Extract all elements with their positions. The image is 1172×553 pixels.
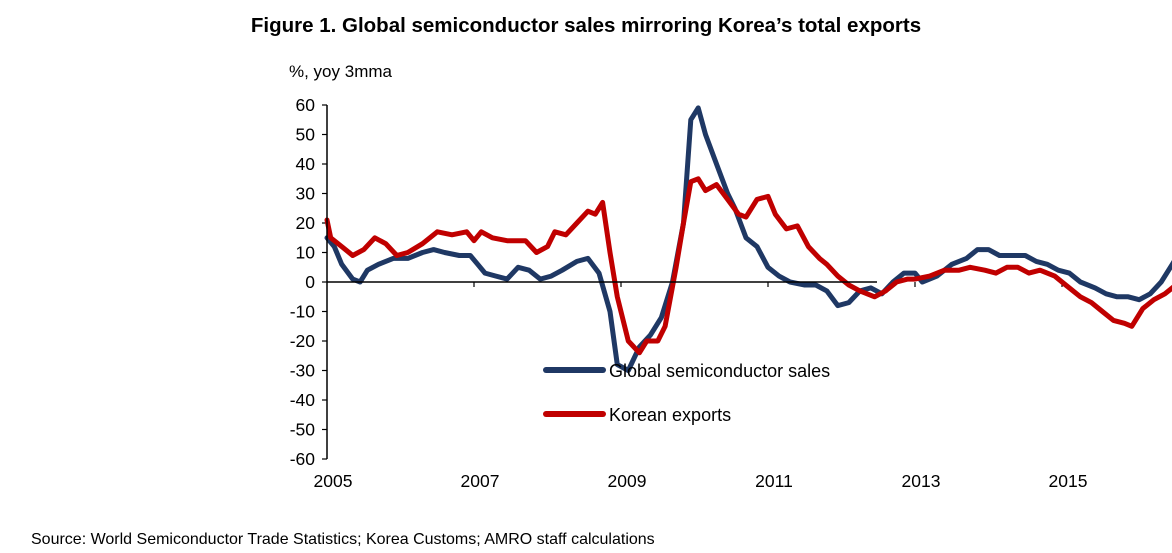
y-axis-unit-label: %, yoy 3mma	[289, 62, 392, 81]
legend-label-global-semiconductor-sales: Global semiconductor sales	[609, 361, 830, 381]
x-axis-ticks: 20052007200920112013201520172019	[314, 282, 1088, 491]
chart-title: Figure 1. Global semiconductor sales mir…	[250, 14, 922, 37]
x-tick-label: 2015	[1049, 471, 1088, 491]
series-line	[324, 176, 1172, 356]
y-tick-label: -20	[290, 331, 316, 351]
y-tick-label: 0	[305, 272, 315, 292]
y-tick-label: -10	[290, 302, 316, 322]
y-axis-ticks: 60 50 40 30 20 10 0 -10 -20 -30 -40 -50 -60	[290, 95, 327, 469]
y-tick-label: -40	[290, 390, 316, 410]
series-korean-exports	[324, 176, 1172, 356]
y-tick-label: -60	[290, 449, 316, 469]
x-tick-label: 2011	[755, 471, 793, 491]
legend-label-korean-exports: Korean exports	[609, 405, 731, 425]
series-lines	[324, 105, 1172, 373]
series-global-semiconductor-sales	[324, 105, 1172, 373]
x-tick-label: 2005	[314, 471, 353, 491]
series-line	[324, 105, 1172, 373]
x-tick-label: 2007	[461, 471, 500, 491]
y-tick-label: 40	[296, 154, 316, 174]
legend: Global semiconductor sales Korean export…	[543, 361, 830, 425]
y-tick-label: 60	[296, 95, 316, 115]
y-tick-label: 20	[296, 213, 316, 233]
x-tick-label: 2009	[608, 471, 647, 491]
source-note: Source: World Semiconductor Trade Statis…	[31, 531, 655, 548]
y-tick-label: 10	[296, 243, 316, 263]
x-tick-label: 2013	[902, 471, 941, 491]
y-tick-label: -50	[290, 420, 316, 440]
y-tick-label: 30	[296, 184, 316, 204]
y-tick-label: 50	[296, 125, 316, 145]
y-tick-label: -30	[290, 361, 316, 381]
